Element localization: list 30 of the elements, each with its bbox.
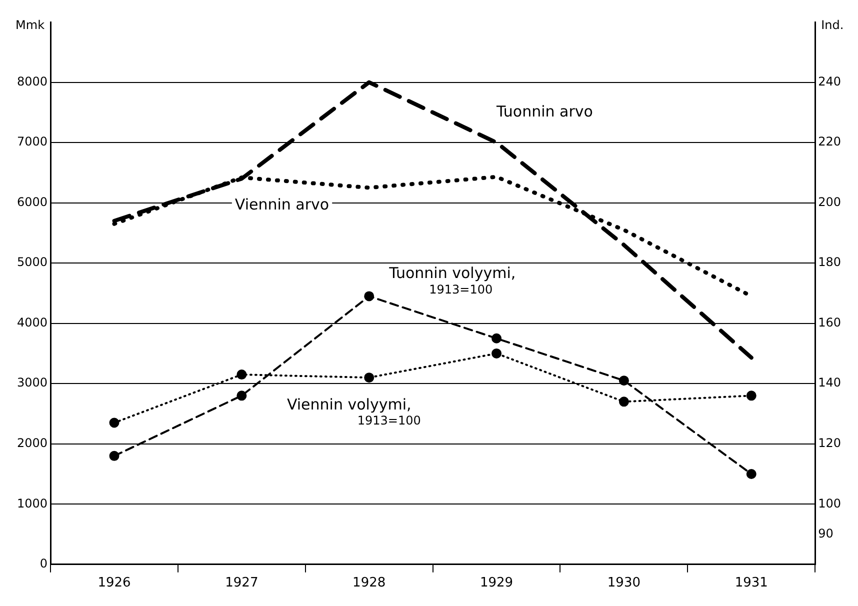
x-tick-label: 1927 xyxy=(225,576,258,591)
y2-tick-label: 100 xyxy=(818,496,841,510)
y-tick-label: 7000 xyxy=(16,134,48,149)
y-tick-label: 2000 xyxy=(16,436,48,450)
x-tick-label: 1926 xyxy=(98,576,131,591)
x-tick-label: 1929 xyxy=(480,576,514,591)
y2-tick-label: 200 xyxy=(818,194,841,209)
y2-tick-label: 180 xyxy=(818,255,841,270)
y2-tick-label: 140 xyxy=(818,376,841,390)
y2-tick-label: 90 xyxy=(818,526,834,540)
y2-tick-label: 160 xyxy=(818,315,841,330)
y2-axis-title: Ind. xyxy=(821,18,844,32)
y-tick-label: 3000 xyxy=(16,376,48,390)
y2-tick-label: 120 xyxy=(818,436,841,450)
y-tick-label: 1000 xyxy=(16,496,48,510)
y-tick-label: 8000 xyxy=(16,74,48,88)
y2-tick-label: 240 xyxy=(818,74,841,88)
y2-tick-label: 220 xyxy=(818,134,841,149)
y-tick-label: 6000 xyxy=(16,194,48,209)
y-tick-label: 5000 xyxy=(16,255,48,270)
y-tick-label: 0 xyxy=(40,556,48,571)
x-tick-label: 1928 xyxy=(352,576,386,591)
y-tick-label: 4000 xyxy=(16,315,48,330)
x-tick-label: 1931 xyxy=(734,576,768,591)
series-label: Tuonnin arvo xyxy=(496,102,593,120)
x-tick-label: 1930 xyxy=(607,576,641,591)
y-axis-title: Mmk xyxy=(16,18,45,32)
series-label: Viennin volyymi, 1913=100 xyxy=(286,395,421,428)
series-label: Tuonnin volyymi, 1913=100 xyxy=(388,264,516,296)
series-label: Viennin arvo xyxy=(234,196,330,214)
